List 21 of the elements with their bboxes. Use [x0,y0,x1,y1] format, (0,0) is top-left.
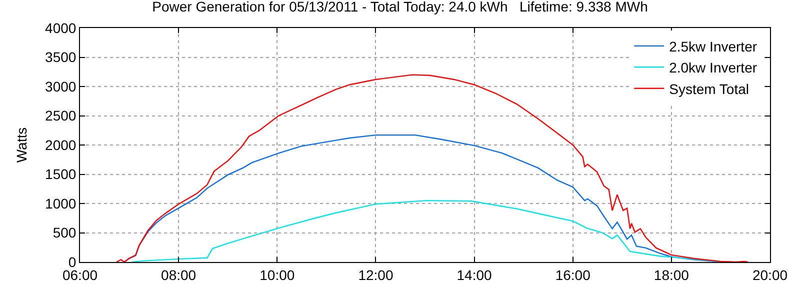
y-tick-label: 4000 [45,20,76,36]
x-tick-label: 16:00 [555,266,591,283]
legend-label: 2.5kw Inverter [669,38,758,54]
y-axis-title: Watts [14,127,30,163]
y-tick-label: 3500 [45,49,76,66]
y-tick-label: 500 [52,224,76,241]
legend-label: 2.0kw Inverter [669,60,758,76]
x-tick-label: 20:00 [752,266,788,283]
chart-title: Power Generation for 05/13/2011 - Total Today: 24.0 kWh Lifetime: 9.338 MWh [152,0,648,14]
line-series [116,74,748,262]
x-tick-label: 08:00 [161,266,196,283]
legend-label: System Total [669,80,749,97]
y-tick-label: 1500 [45,166,76,182]
y-tick-label: 1000 [45,195,76,212]
y-tick-label: 3000 [45,78,76,94]
x-tick-label: 14:00 [456,266,492,283]
x-tick-label: 18:00 [654,266,690,283]
x-tick-label: 10:00 [260,266,295,283]
y-tick-label: 2500 [45,108,76,124]
y-tick-label: 2000 [45,136,76,153]
x-tick-label: 12:00 [358,266,394,283]
